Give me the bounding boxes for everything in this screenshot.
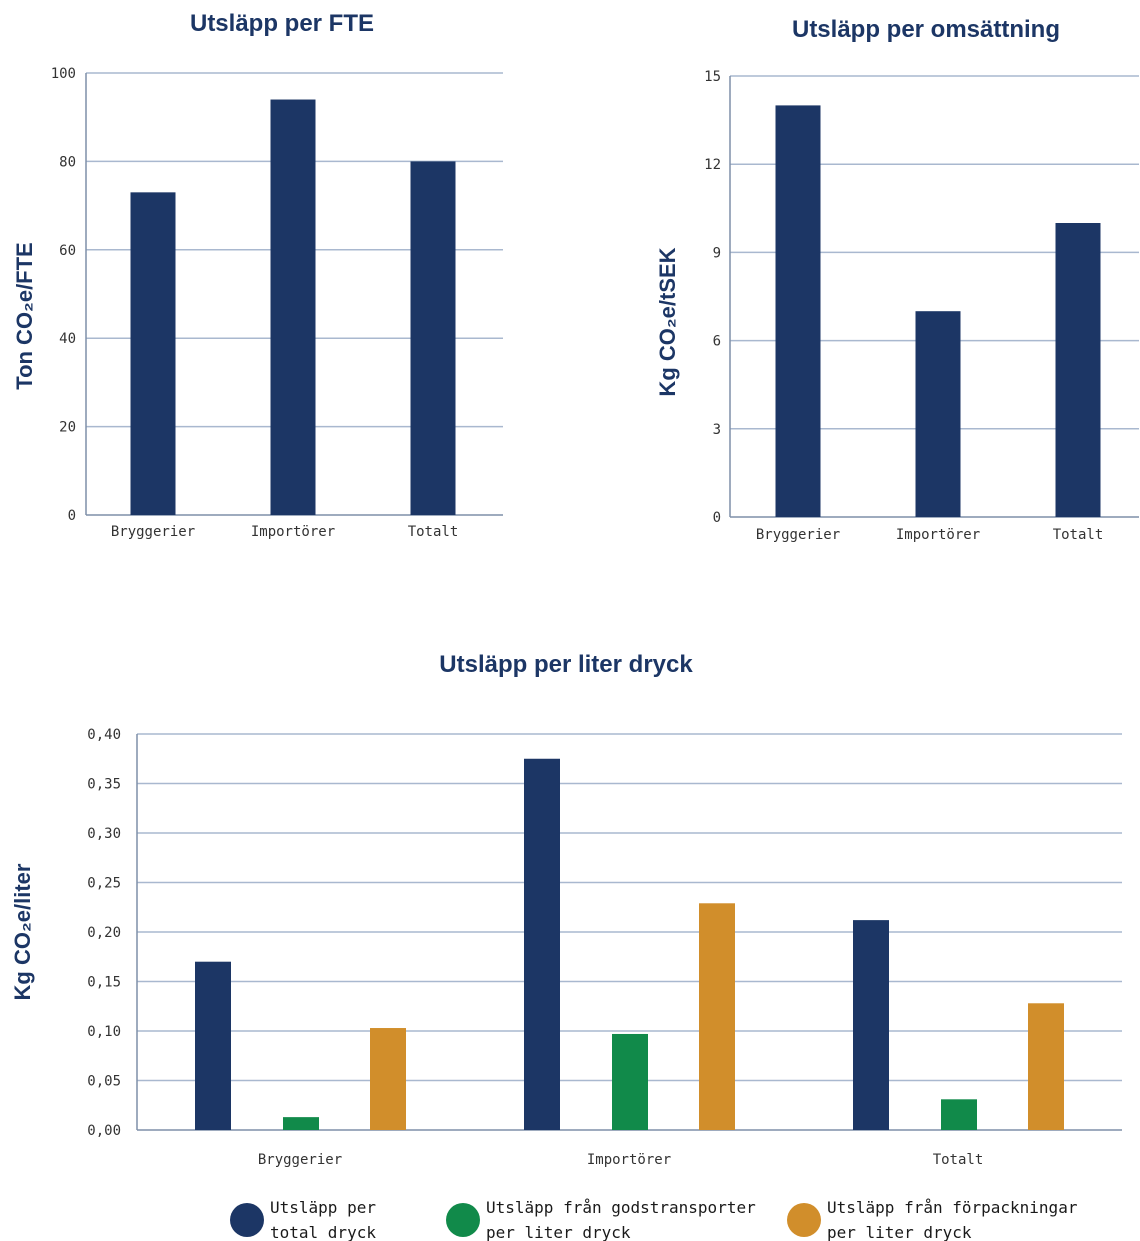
bar [915,311,961,517]
bar [410,161,456,515]
chart2-title: Utsläpp per omsättning [792,16,1060,43]
y-tick-label: 0 [68,508,76,524]
x-tick-label: Importörer [896,527,980,543]
y-tick-label: 60 [59,243,76,259]
y-tick-label: 80 [59,154,76,170]
x-tick-label: Totalt [408,524,459,540]
legend-label: Utsläpp från godstransporter [486,1198,756,1217]
y-tick-label: 15 [704,69,721,85]
y-tick-label: 3 [713,422,721,438]
bar [1055,223,1101,517]
x-tick-label: Totalt [1053,527,1104,543]
chart1-title: Utsläpp per FTE [190,10,374,37]
legend-swatch [787,1203,821,1237]
bar [283,1117,319,1130]
x-tick-label: Importörer [251,524,335,540]
chart2-y-axis-label: Kg CO₂e/tSEK [655,247,680,396]
legend-label: per liter dryck [827,1223,972,1241]
bar [130,192,176,515]
legend-label: Utsläpp per [270,1198,376,1217]
y-tick-label: 0,25 [87,876,121,892]
y-tick-label: 0,35 [87,777,121,793]
x-tick-label: Bryggerier [258,1152,342,1168]
chart-emissions-per-revenue: Utsläpp per omsättning Kg CO₂e/tSEK 0 3 6 9… [655,16,1139,543]
chart-emissions-per-liter: Utsläpp per liter dryck Kg CO₂e/liter 0,… [10,651,1122,1241]
bar [853,920,889,1130]
bar [612,1033,648,1130]
y-tick-label: 0 [713,510,721,526]
legend-swatch [446,1203,480,1237]
x-tick-label: Importörer [587,1152,671,1168]
bar [524,758,560,1130]
y-tick-label: 0,10 [87,1024,121,1040]
legend-swatch [230,1203,264,1237]
chart3-legend: Utsläpp per total dryck Utsläpp från godst… [230,1198,1078,1241]
y-tick-label: 0,40 [87,727,121,743]
y-tick-label: 40 [59,331,76,347]
bar [195,961,231,1130]
legend-label: total dryck [270,1223,376,1241]
y-tick-label: 12 [704,157,721,173]
y-tick-label: 6 [713,334,721,350]
y-tick-label: 0,00 [87,1123,121,1139]
bar [775,105,821,518]
chart1-y-axis-label: Ton CO₂e/FTE [12,242,37,389]
bar [699,903,735,1130]
bar [270,99,316,516]
chart3-y-axis-label: Kg CO₂e/liter [10,863,35,1000]
chart-emissions-per-fte: Utsläpp per FTE Ton CO₂e/FTE 0 20 40 60 80 10… [12,10,503,540]
bar [1028,1003,1064,1130]
bar [370,1028,406,1130]
y-tick-label: 9 [713,245,721,261]
y-tick-label: 0,30 [87,826,121,842]
chart3-title: Utsläpp per liter dryck [439,651,693,678]
y-tick-label: 0,15 [87,975,121,991]
y-tick-label: 0,05 [87,1074,121,1090]
y-tick-label: 20 [59,420,76,436]
x-tick-label: Bryggerier [756,527,840,543]
legend-label: per liter dryck [486,1223,631,1241]
y-tick-label: 0,20 [87,925,121,941]
legend-label: Utsläpp från förpackningar [827,1198,1078,1217]
x-tick-label: Bryggerier [111,524,195,540]
x-tick-label: Totalt [933,1152,984,1168]
bar [941,1099,977,1130]
y-tick-label: 100 [51,66,76,82]
